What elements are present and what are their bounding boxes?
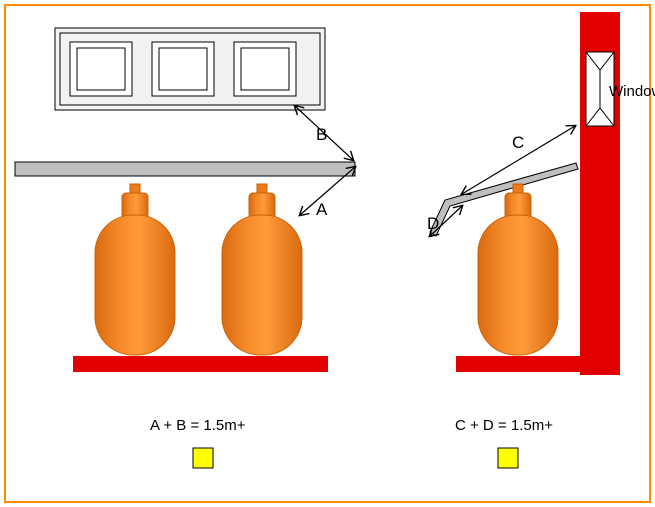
left-cylinder-2 xyxy=(222,184,302,355)
right-cylinder xyxy=(478,184,558,355)
marker-left xyxy=(193,448,213,468)
caption-right: C + D = 1.5m+ xyxy=(455,417,553,434)
left-base xyxy=(73,356,328,372)
dim-arrow-b: B xyxy=(295,106,353,160)
caption-left: A + B = 1.5m+ xyxy=(150,417,246,434)
right-base xyxy=(456,356,620,372)
left-pipe xyxy=(15,162,355,176)
label-b: B xyxy=(316,125,327,144)
label-a: A xyxy=(316,200,328,219)
right-window: Window xyxy=(586,52,655,126)
left-window xyxy=(55,28,325,110)
diagram-canvas: B A Window C D A + B = 1.5m+ C + D = 1.5… xyxy=(0,0,655,507)
label-d: D xyxy=(427,214,439,233)
left-cylinder-1 xyxy=(95,184,175,355)
marker-right xyxy=(498,448,518,468)
label-window: Window xyxy=(609,83,655,100)
label-c: C xyxy=(512,133,524,152)
